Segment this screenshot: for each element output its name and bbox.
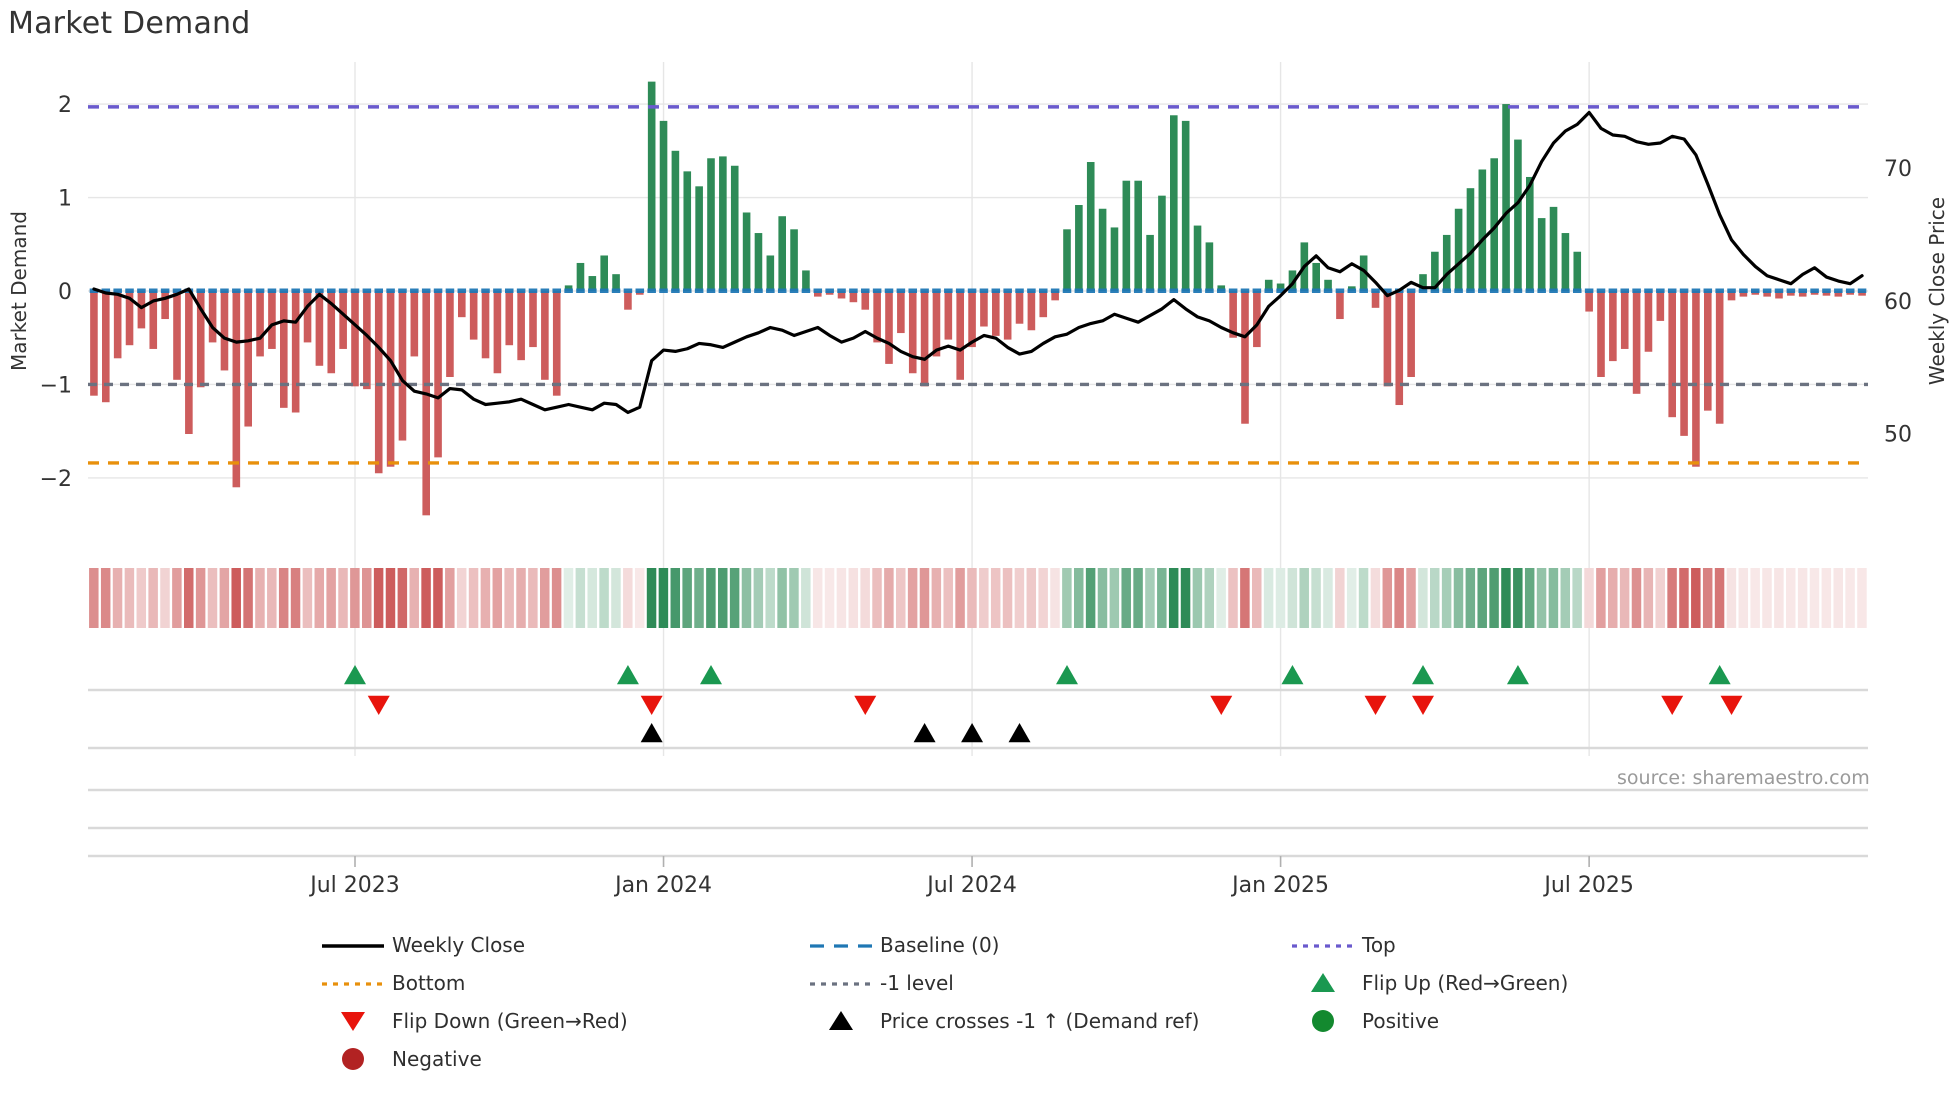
svg-text:Market Demand: Market Demand — [7, 211, 31, 371]
legend-item[interactable]: Positive — [1312, 1009, 1439, 1033]
source-note: source: sharemaestro.com — [1617, 767, 1870, 789]
legend-label: Flip Down (Green→Red) — [392, 1009, 628, 1033]
legend-item[interactable]: Price crosses -1 ↑ (Demand ref) — [829, 1009, 1199, 1033]
svg-text:Jul 2023: Jul 2023 — [308, 873, 400, 898]
svg-text:Weekly Close Price: Weekly Close Price — [1925, 197, 1949, 385]
reference-lines — [88, 105, 1868, 465]
legend-label: Top — [1361, 933, 1396, 957]
svg-text:2: 2 — [58, 93, 72, 118]
svg-text:70: 70 — [1884, 157, 1912, 182]
svg-text:Jul 2024: Jul 2024 — [925, 873, 1017, 898]
legend-item[interactable]: Baseline (0) — [810, 933, 999, 957]
svg-text:60: 60 — [1884, 290, 1912, 315]
legend-item[interactable]: Bottom — [322, 971, 465, 995]
legend-item[interactable]: -1 level — [810, 971, 954, 995]
legend-item[interactable]: Top — [1292, 933, 1396, 957]
flip-up-icon — [1311, 973, 1335, 992]
svg-text:0: 0 — [58, 280, 72, 305]
legend-item[interactable]: Weekly Close — [322, 933, 525, 957]
legend-item[interactable]: Flip Up (Red→Green) — [1311, 971, 1568, 995]
chart-legend: Weekly Close Baseline (0) Top Bottom -1 leve… — [322, 933, 1568, 1071]
svg-text:Jan 2025: Jan 2025 — [1230, 873, 1329, 898]
svg-text:1: 1 — [58, 187, 72, 212]
weekly-close-line — [92, 110, 1864, 415]
svg-text:−1: −1 — [40, 373, 72, 398]
negative-dot-icon — [342, 1048, 364, 1070]
svg-text:Jan 2024: Jan 2024 — [613, 873, 712, 898]
page-title: Market Demand — [8, 6, 251, 41]
demand-heatmap-strip — [89, 568, 1867, 628]
signal-markers — [344, 665, 1743, 743]
legend-item[interactable]: Negative — [342, 1047, 482, 1071]
svg-text:Jul 2025: Jul 2025 — [1542, 873, 1634, 898]
legend-label: Negative — [392, 1047, 482, 1071]
svg-text:−2: −2 — [40, 467, 72, 492]
legend-label: Flip Up (Red→Green) — [1362, 971, 1568, 995]
legend-label: Bottom — [392, 971, 465, 995]
legend-label: Baseline (0) — [880, 933, 999, 957]
legend-item[interactable]: Flip Down (Green→Red) — [341, 1009, 628, 1033]
price-cross-icon — [829, 1011, 853, 1030]
grid-lines — [88, 62, 1868, 867]
legend-label: Weekly Close — [392, 933, 525, 957]
flip-down-icon — [341, 1012, 365, 1031]
svg-text:50: 50 — [1884, 423, 1912, 448]
legend-label: Price crosses -1 ↑ (Demand ref) — [880, 1009, 1199, 1033]
demand-bars — [89, 81, 1867, 516]
positive-dot-icon — [1312, 1010, 1334, 1032]
legend-label: -1 level — [880, 971, 954, 995]
legend-label: Positive — [1362, 1009, 1439, 1033]
axis-labels: 2 1 0 −1 −2 70 60 50 Jul 2023 Jan 2024 Jul 2024 Jan… — [7, 93, 1949, 898]
